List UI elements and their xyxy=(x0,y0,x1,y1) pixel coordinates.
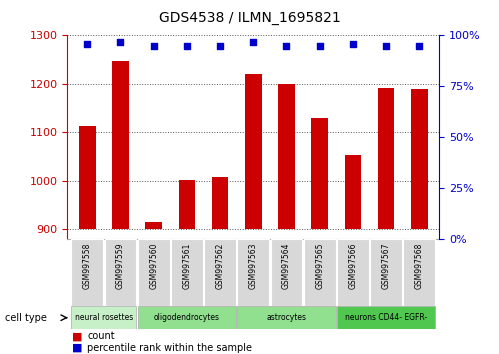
Bar xyxy=(112,61,129,229)
FancyBboxPatch shape xyxy=(337,306,435,329)
Point xyxy=(216,43,224,48)
Bar xyxy=(79,126,96,229)
Text: GSM997559: GSM997559 xyxy=(116,242,125,289)
Point xyxy=(316,43,324,48)
FancyBboxPatch shape xyxy=(270,239,302,306)
Text: oligodendrocytes: oligodendrocytes xyxy=(154,313,220,322)
FancyBboxPatch shape xyxy=(337,239,369,306)
Bar xyxy=(278,84,295,229)
FancyBboxPatch shape xyxy=(138,306,236,329)
Text: GSM997568: GSM997568 xyxy=(415,242,424,289)
Point xyxy=(150,43,158,48)
Bar xyxy=(145,222,162,229)
Point xyxy=(282,43,290,48)
Bar xyxy=(179,180,195,229)
Text: GSM997561: GSM997561 xyxy=(182,242,191,289)
Text: count: count xyxy=(87,331,115,341)
FancyBboxPatch shape xyxy=(403,239,435,306)
Bar xyxy=(245,74,261,229)
FancyBboxPatch shape xyxy=(138,239,170,306)
FancyBboxPatch shape xyxy=(304,239,335,306)
Text: GDS4538 / ILMN_1695821: GDS4538 / ILMN_1695821 xyxy=(159,11,340,25)
Point xyxy=(249,39,257,44)
Bar xyxy=(378,88,394,229)
Text: neural rosettes: neural rosettes xyxy=(75,313,133,322)
Text: GSM997560: GSM997560 xyxy=(149,242,158,289)
Text: astrocytes: astrocytes xyxy=(266,313,306,322)
Text: GSM997558: GSM997558 xyxy=(83,242,92,289)
Text: GSM997566: GSM997566 xyxy=(348,242,357,289)
Text: ■: ■ xyxy=(72,331,83,341)
Point xyxy=(415,43,423,48)
Bar xyxy=(311,118,328,229)
FancyBboxPatch shape xyxy=(370,239,402,306)
Bar xyxy=(411,89,428,229)
Point xyxy=(183,43,191,48)
Text: percentile rank within the sample: percentile rank within the sample xyxy=(87,343,252,353)
Bar xyxy=(212,177,229,229)
FancyBboxPatch shape xyxy=(71,239,103,306)
Point xyxy=(349,41,357,46)
Bar xyxy=(344,155,361,229)
Text: ■: ■ xyxy=(72,343,83,353)
Text: GSM997567: GSM997567 xyxy=(382,242,391,289)
Point xyxy=(83,41,91,46)
Text: GSM997563: GSM997563 xyxy=(249,242,258,289)
Text: neurons CD44- EGFR-: neurons CD44- EGFR- xyxy=(345,313,427,322)
Point xyxy=(116,39,124,44)
Text: GSM997564: GSM997564 xyxy=(282,242,291,289)
FancyBboxPatch shape xyxy=(71,306,136,329)
Text: cell type: cell type xyxy=(5,313,47,323)
Text: GSM997562: GSM997562 xyxy=(216,242,225,289)
FancyBboxPatch shape xyxy=(238,306,335,329)
FancyBboxPatch shape xyxy=(171,239,203,306)
FancyBboxPatch shape xyxy=(238,239,269,306)
FancyBboxPatch shape xyxy=(204,239,236,306)
Point xyxy=(382,43,390,48)
Text: GSM997565: GSM997565 xyxy=(315,242,324,289)
FancyBboxPatch shape xyxy=(105,239,136,306)
